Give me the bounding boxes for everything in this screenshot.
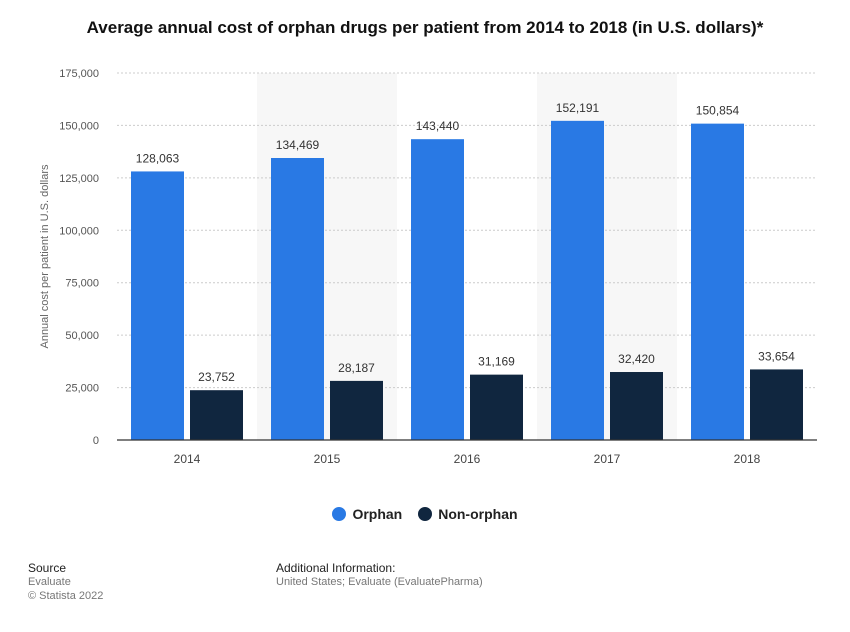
orphan-bar	[271, 157, 324, 440]
x-tick-label: 2016	[454, 452, 481, 466]
y-tick-label: 75,000	[65, 278, 99, 290]
non-orphan-bar	[610, 372, 663, 440]
data-label: 150,854	[696, 104, 740, 118]
legend-item-non-orphan[interactable]: Non-orphan	[418, 506, 518, 522]
legend: Orphan Non-orphan	[0, 506, 850, 522]
source-block: Source Evaluate © Statista 2022	[28, 561, 103, 603]
y-axis-ticks: 0 25,000 50,000 75,000 100,000 125,000 150,000…	[59, 68, 99, 447]
non-orphan-bar	[750, 369, 803, 440]
non-orphan-bar	[470, 374, 523, 440]
non-orphan-bar	[190, 390, 243, 440]
bars	[131, 120, 803, 441]
non-orphan-bar	[330, 380, 383, 440]
orphan-bar	[411, 139, 464, 440]
data-label: 31,169	[478, 355, 515, 369]
y-axis-label: Annual cost per patient in U.S. dollars	[39, 164, 51, 349]
y-tick-label: 150,000	[59, 120, 99, 132]
additional-info-heading: Additional Information:	[276, 561, 396, 575]
orphan-bar	[131, 171, 184, 440]
x-tick-label: 2014	[174, 452, 201, 466]
bar-chart: 0 25,000 50,000 75,000 100,000 125,000 150,000…	[39, 68, 817, 466]
y-tick-label: 100,000	[59, 225, 99, 237]
data-label: 23,752	[198, 370, 235, 384]
x-tick-label: 2017	[594, 452, 621, 466]
y-tick-label: 0	[93, 435, 99, 447]
data-label: 143,440	[416, 119, 460, 133]
data-label: 152,191	[556, 101, 600, 115]
copyright[interactable]: © Statista 2022	[28, 590, 104, 602]
orphan-legend-marker	[332, 507, 347, 521]
data-label: 134,469	[276, 138, 320, 152]
legend-label-non-orphan: Non-orphan	[438, 506, 518, 522]
data-label: 128,063	[136, 151, 180, 165]
y-tick-label: 175,000	[59, 68, 99, 80]
non-orphan-legend-marker	[418, 507, 433, 521]
y-tick-label: 50,000	[65, 330, 99, 342]
y-tick-label: 125,000	[59, 173, 99, 185]
additional-info-text: United States; Evaluate (EvaluatePharma)	[276, 576, 483, 588]
additional-info-block: Additional Information: United States; E…	[276, 561, 483, 589]
x-tick-label: 2018	[734, 452, 761, 466]
x-axis-ticks: 2014 2015 2016 2017 2018	[174, 452, 761, 466]
orphan-bar	[551, 120, 604, 440]
x-tick-label: 2015	[314, 452, 341, 466]
data-label: 33,654	[758, 349, 795, 363]
data-label: 32,420	[618, 352, 655, 366]
source-heading: Source	[28, 561, 67, 575]
legend-label-orphan: Orphan	[352, 506, 403, 522]
orphan-bar	[691, 123, 744, 441]
y-tick-label: 25,000	[65, 383, 99, 395]
legend-item-orphan[interactable]: Orphan	[332, 506, 402, 522]
data-label: 28,187	[338, 361, 375, 375]
gridlines	[117, 72, 817, 389]
chart-title: Average annual cost of orphan drugs per …	[86, 18, 764, 37]
source-name[interactable]: Evaluate	[28, 576, 71, 588]
value-labels: 128,063 23,752 134,469 28,187 143,440 31,169 1…	[136, 101, 795, 384]
